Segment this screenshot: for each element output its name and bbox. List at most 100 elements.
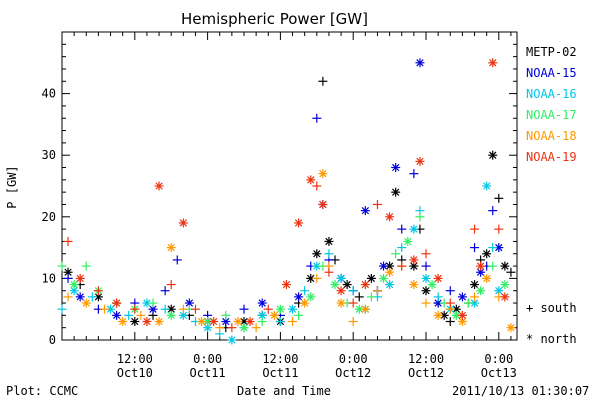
south-data-point <box>124 310 134 320</box>
south-data-point <box>470 224 480 234</box>
north-data-point <box>409 255 419 265</box>
north-data-point <box>330 280 340 290</box>
north-data-point <box>294 218 304 228</box>
y-tick-label: 20 <box>42 210 56 224</box>
y-tick-label: 10 <box>42 271 56 285</box>
marker-stroke <box>434 274 442 283</box>
south-data-point <box>312 181 322 191</box>
marker-stroke <box>276 305 285 313</box>
marker-stroke <box>119 317 127 326</box>
south-data-point <box>63 273 73 283</box>
north-data-point <box>318 169 328 179</box>
marker-stroke <box>452 311 460 320</box>
x-axis-label: Date and Time <box>237 384 331 398</box>
marker-stroke <box>246 317 254 326</box>
south-data-point <box>136 310 146 320</box>
north-data-point <box>275 304 285 314</box>
north-data-point <box>433 310 443 320</box>
north-data-point <box>69 280 79 290</box>
x-axis-ticks: 12:00Oct100:00Oct1112:00Oct110:00Oct1212… <box>61 32 517 380</box>
north-data-point <box>476 286 486 296</box>
south-data-point <box>397 261 407 271</box>
marker-stroke <box>112 299 121 307</box>
marker-stroke <box>228 336 236 344</box>
south-data-point <box>57 261 67 271</box>
north-data-point <box>75 273 85 283</box>
marker-stroke <box>167 243 175 252</box>
marker-stroke <box>489 59 497 67</box>
legend-item: NOAA-16 <box>526 87 577 101</box>
marker-stroke <box>185 299 194 307</box>
marker-stroke <box>495 243 503 252</box>
north-data-point <box>451 310 461 320</box>
south-data-point <box>488 243 498 253</box>
north-data-point <box>142 298 152 308</box>
north-data-point <box>409 224 419 234</box>
north-data-point <box>336 298 346 308</box>
marker-stroke <box>458 317 467 326</box>
north-data-point <box>366 273 376 283</box>
marker-stroke <box>222 317 230 326</box>
marker-stroke <box>112 311 121 320</box>
south-data-point <box>312 273 322 283</box>
marker-stroke <box>288 305 297 313</box>
north-data-point <box>294 292 304 302</box>
x-tick-date-label: Oct12 <box>408 366 444 380</box>
south-data-point <box>160 304 170 314</box>
north-data-point <box>482 249 492 259</box>
north-data-point <box>421 273 431 283</box>
north-data-point <box>75 292 85 302</box>
north-data-point <box>112 298 122 308</box>
north-data-point <box>379 261 389 271</box>
south-data-point <box>257 317 267 327</box>
north-data-point <box>482 273 492 283</box>
south-data-point <box>81 261 91 271</box>
x-tick-time-label: 0:00 <box>193 352 222 366</box>
north-data-point <box>166 243 176 253</box>
north-data-point <box>488 150 498 160</box>
north-data-point <box>342 280 352 290</box>
south-marker-legend: + south <box>526 301 577 315</box>
north-data-point <box>209 317 219 327</box>
south-data-point <box>494 224 504 234</box>
south-data-point <box>130 304 140 314</box>
south-data-point <box>300 286 310 296</box>
legend-item: NOAA-15 <box>526 66 577 80</box>
x-tick-date-label: Oct13 <box>481 366 517 380</box>
north-data-point <box>257 310 267 320</box>
north-data-point <box>421 286 431 296</box>
north-data-point <box>118 317 128 327</box>
y-axis-label: P [GW] <box>5 165 19 209</box>
x-tick-time-label: 12:00 <box>408 352 444 366</box>
marker-stroke <box>167 305 175 313</box>
south-data-point <box>348 317 358 327</box>
south-data-point <box>372 286 382 296</box>
north-data-point <box>336 273 346 283</box>
south-data-point <box>215 323 225 333</box>
marker-stroke <box>458 293 467 301</box>
south-data-point <box>445 298 455 308</box>
north-data-point <box>488 58 498 68</box>
marker-stroke <box>434 299 442 307</box>
marker-stroke <box>106 305 115 313</box>
south-data-point <box>239 304 249 314</box>
marker-stroke <box>313 250 321 258</box>
north-data-point <box>336 286 346 296</box>
marker-stroke <box>258 299 266 307</box>
marker-stroke <box>385 268 394 276</box>
south-data-point <box>93 286 103 296</box>
marker-stroke <box>143 317 151 326</box>
y-tick-label: 30 <box>42 148 56 162</box>
marker-stroke <box>331 280 339 289</box>
north-data-point <box>142 317 152 327</box>
marker-stroke <box>240 317 248 326</box>
north-data-point <box>506 323 516 333</box>
north-data-point <box>482 181 492 191</box>
north-data-point <box>81 298 91 308</box>
marker-stroke <box>76 293 84 301</box>
marker-stroke <box>301 299 309 307</box>
north-data-point <box>239 323 249 333</box>
marker-stroke <box>379 262 388 270</box>
marker-stroke <box>501 280 509 289</box>
north-data-point <box>269 310 279 320</box>
